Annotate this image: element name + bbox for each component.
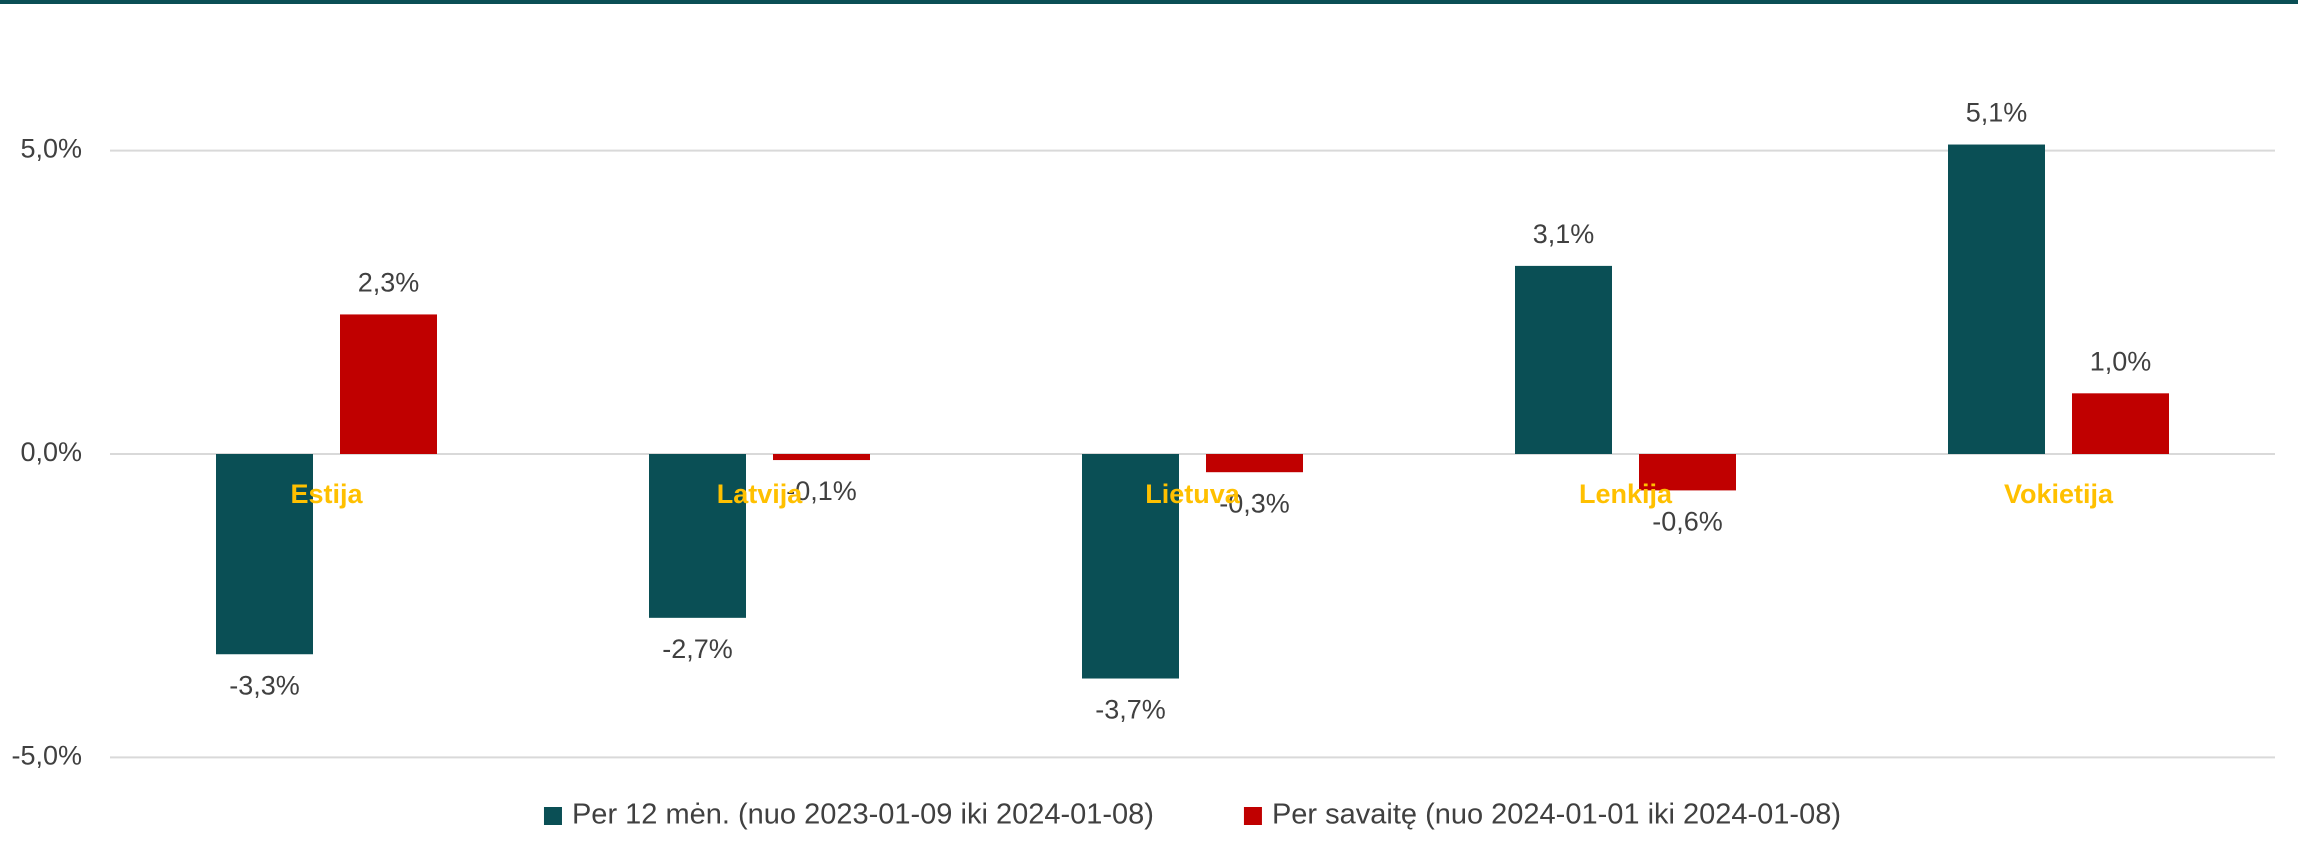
- category-label: Estija: [290, 479, 363, 509]
- y-tick-label: 5,0%: [20, 134, 82, 164]
- category-label: Lenkija: [1579, 479, 1673, 509]
- bar: [1082, 454, 1179, 679]
- bar: [1639, 454, 1736, 491]
- top-rule: [0, 0, 2298, 4]
- y-tick-label: 0,0%: [20, 437, 82, 467]
- bar: [340, 314, 437, 454]
- value-label: -0,1%: [786, 476, 857, 506]
- value-label: 2,3%: [358, 268, 420, 298]
- y-tick-label: -5,0%: [11, 741, 82, 771]
- value-label: 1,0%: [2090, 346, 2152, 376]
- legend-label: Per 12 mėn. (nuo 2023-01-09 iki 2024-01-…: [572, 799, 1154, 831]
- legend-swatch: [543, 807, 562, 825]
- value-label: -0,3%: [1219, 488, 1290, 518]
- value-label: -2,7%: [662, 634, 733, 664]
- bar: [216, 454, 313, 655]
- value-label: 5,1%: [1966, 98, 2028, 128]
- legend-label: Per savaitę (nuo 2024-01-01 iki 2024-01-…: [1272, 799, 1841, 831]
- bar: [1206, 454, 1303, 473]
- bar: [1515, 265, 1612, 454]
- value-label: -0,6%: [1652, 507, 1723, 537]
- value-label: -3,7%: [1095, 695, 1166, 725]
- value-label: 3,1%: [1533, 219, 1595, 249]
- category-label: Latvija: [717, 479, 804, 509]
- bar: [2072, 393, 2169, 454]
- value-label: -3,3%: [229, 670, 300, 700]
- bar: [773, 454, 870, 461]
- category-label: Lietuva: [1145, 479, 1241, 509]
- bar: [1948, 144, 2045, 455]
- bar: [649, 454, 746, 618]
- legend-swatch: [1243, 807, 1262, 825]
- category-label: Vokietija: [2004, 479, 2114, 509]
